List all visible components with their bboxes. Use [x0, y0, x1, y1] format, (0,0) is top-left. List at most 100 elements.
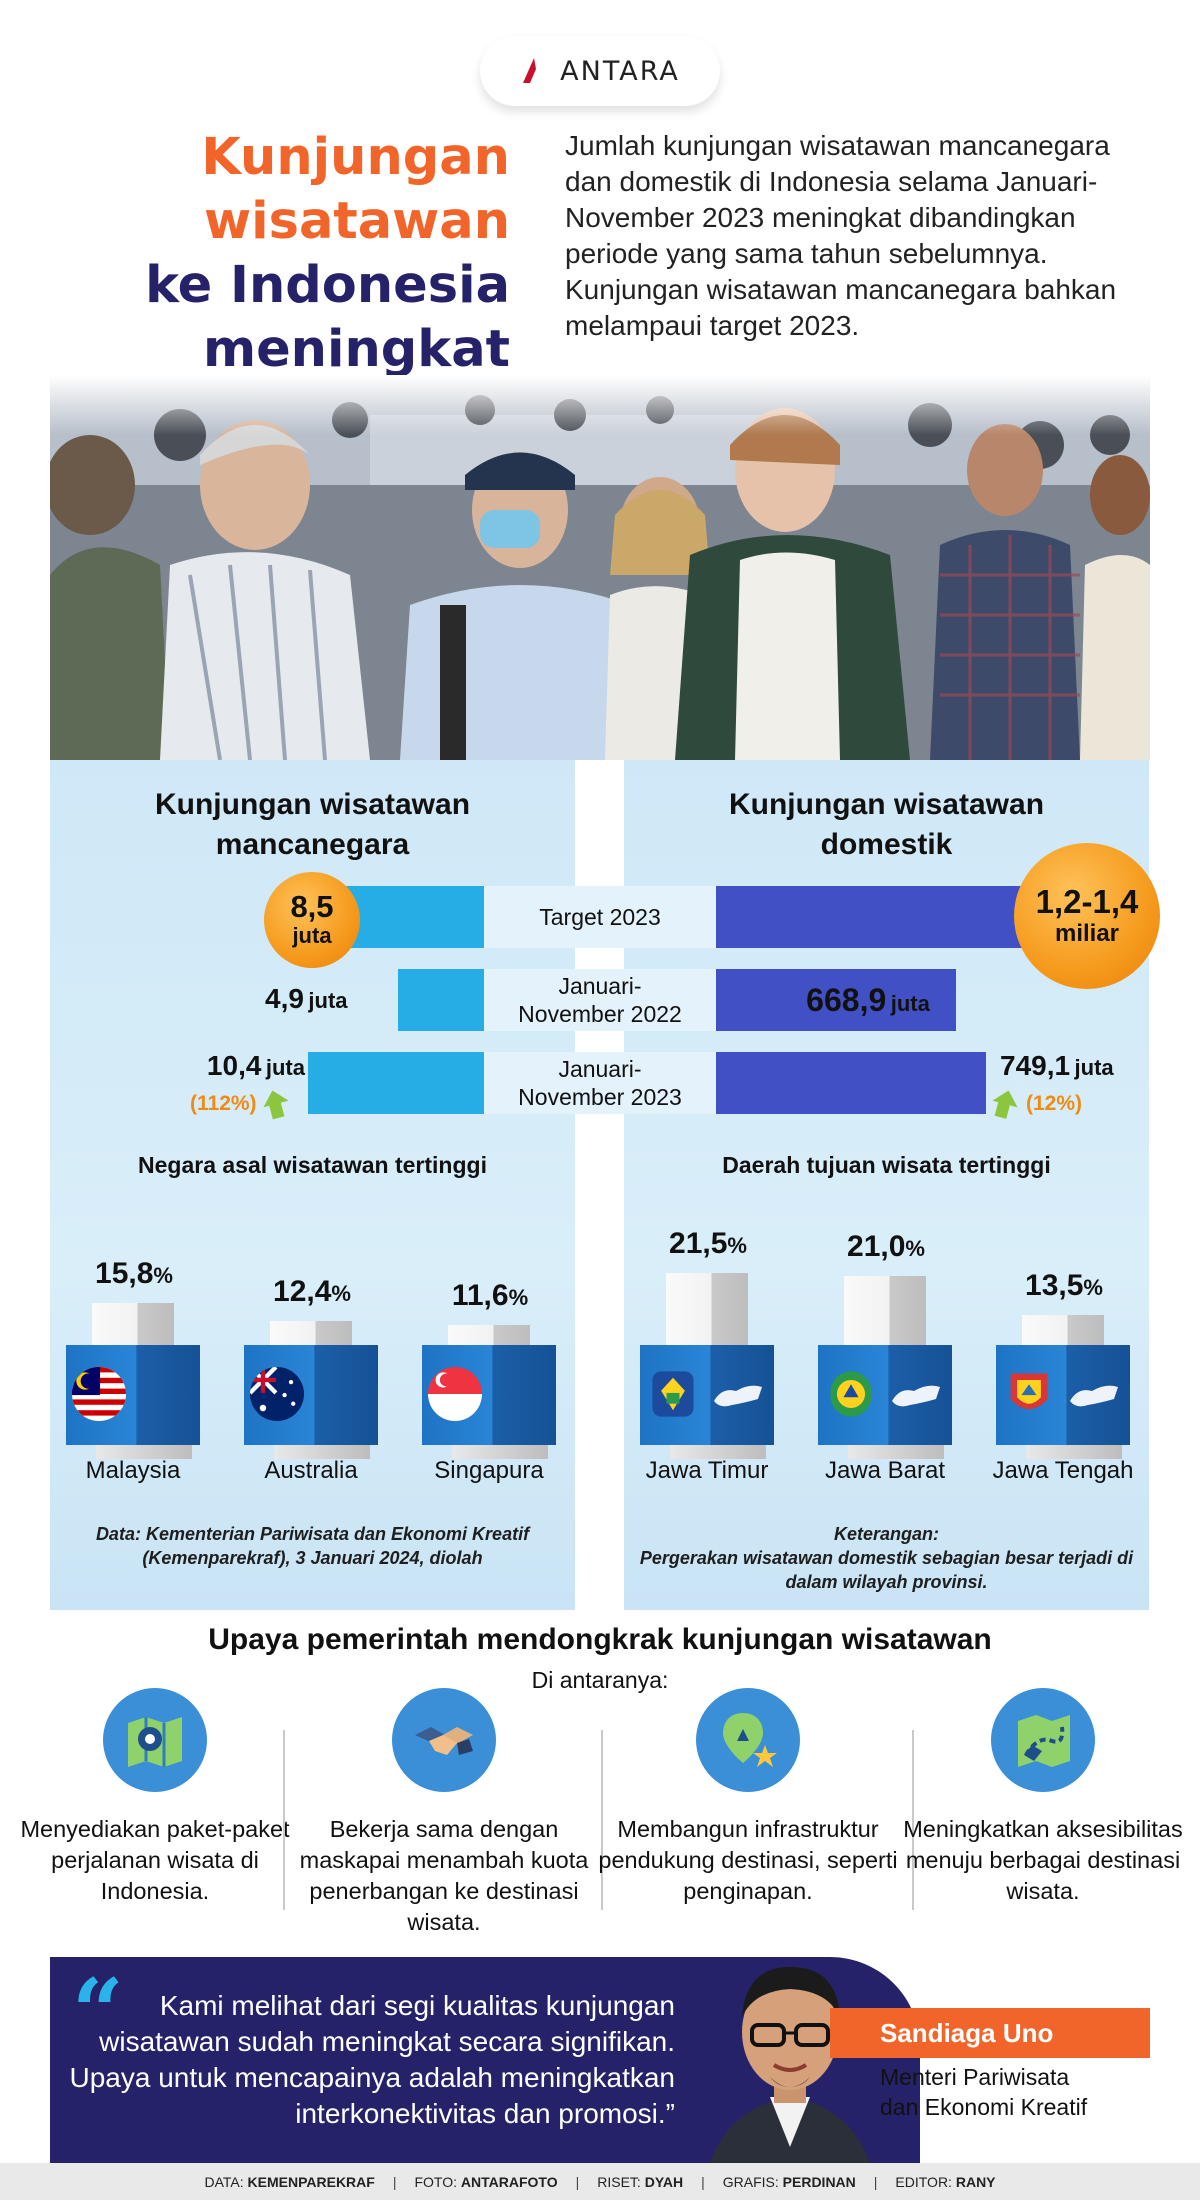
- region-map-icon: [892, 1385, 940, 1407]
- podium-value-unit: %: [331, 1281, 351, 1306]
- tourists-photo: [50, 375, 1150, 760]
- map-pin-icon: [103, 1688, 207, 1792]
- flag-australia-icon: [250, 1367, 304, 1421]
- quote-mark-icon: “: [72, 1959, 124, 2065]
- domestic-target-unit: miliar: [1054, 920, 1120, 947]
- domestic-title-line-1: Kunjungan wisatawan: [728, 788, 1045, 821]
- quote-text: Kami melihat dari segi kualitas kunjunga…: [69, 1990, 675, 2129]
- domestic-note-text: Pergerakan wisatawan domestik sebagian b…: [639, 1548, 1134, 1592]
- upaya-item-airlines: Bekerja sama dengan maskapai menambah ku…: [294, 1688, 594, 1938]
- podium-label: Jawa Barat: [824, 1457, 946, 1484]
- credit-editor-value: RANY: [955, 2173, 996, 2190]
- credit-foto-label: FOTO:: [414, 2173, 458, 2190]
- upaya-item-infrastructure: Membangun infrastruktur pendukung destin…: [598, 1688, 898, 1907]
- podium-value: 15,8%: [54, 1257, 214, 1291]
- foreign-title-line-1: Kunjungan wisatawan: [154, 788, 471, 821]
- row-label-2022-line-2: November 2022: [518, 1001, 682, 1027]
- podium-value-unit: %: [1083, 1275, 1103, 1300]
- foreign-2023-value: 10,4: [206, 1050, 262, 1081]
- region-map-icon: [714, 1385, 762, 1407]
- speaker-portrait: [690, 1947, 890, 2163]
- upaya-text-4: Meningkatkan aksesibilitas menuju berbag…: [903, 1816, 1183, 1904]
- podium-value-unit: %: [905, 1236, 925, 1261]
- row-label-target-text: Target 2023: [539, 904, 661, 930]
- foreign-2022-value-group: 4,9 juta: [265, 983, 395, 1015]
- credit-data-label: DATA:: [204, 2173, 244, 2190]
- podium-value-number: 12,4: [273, 1275, 332, 1308]
- credit-editor: EDITOR: RANY: [895, 2174, 995, 2190]
- speaker-role: Menteri Pariwisata dan Ekonomi Kreatif: [880, 2062, 1150, 2122]
- credit-riset: RISET: DYAH: [597, 2174, 683, 2190]
- domestic-2022-bar: [716, 969, 956, 1031]
- upaya-divider: [283, 1730, 285, 1910]
- podium-label: Jawa Timur: [645, 1457, 769, 1484]
- credit-grafis-value: PERDINAN: [782, 2173, 856, 2190]
- credit-foto: FOTO: ANTARAFOTO: [414, 2174, 557, 2190]
- arrow-up-icon: [992, 1090, 1018, 1119]
- podium-shadow: [274, 1445, 370, 1459]
- domestic-2023-unit: juta: [1074, 1055, 1114, 1080]
- title-line-4: meningkat: [202, 320, 510, 379]
- foreign-2022-unit: juta: [308, 988, 348, 1013]
- emblem-jawa-barat-icon: [830, 1371, 872, 1417]
- domestic-target-value: 1,2-1,4: [1035, 883, 1139, 920]
- source-note: Data: Kementerian Pariwisata dan Ekonomi…: [95, 1524, 530, 1568]
- intro-paragraph: Jumlah kunjungan wisatawan mancanegara d…: [565, 130, 1117, 341]
- podium-value: 11,6%: [410, 1279, 570, 1313]
- foreign-2022-value: 4,9: [265, 983, 304, 1014]
- podium-shadow: [452, 1445, 548, 1459]
- podium-value-number: 21,5: [669, 1227, 728, 1260]
- domestic-title-line-2: domestik: [820, 828, 953, 861]
- credit-grafis: GRAFIS: PERDINAN: [723, 2174, 856, 2190]
- row-label-2023: Januari- November 2023: [484, 1052, 716, 1114]
- domestic-note: Keterangan: Pergerakan wisatawan domesti…: [624, 1522, 1149, 1594]
- domestic-note-title: Keterangan:: [833, 1524, 940, 1544]
- credit-separator: |: [873, 2173, 878, 2190]
- podium-value-unit: %: [727, 1233, 747, 1258]
- credit-editor-label: EDITOR:: [895, 2173, 952, 2190]
- foreign-2023-bar: [308, 1052, 484, 1114]
- foreign-target-value: 8,5: [290, 889, 334, 924]
- upaya-subtitle: Di antaranya:: [531, 1667, 669, 1693]
- foreign-target-badge: 8,5 juta: [264, 872, 360, 968]
- credit-separator: |: [575, 2173, 580, 2190]
- foreign-target-unit: juta: [292, 923, 332, 948]
- credit-separator: |: [701, 2173, 705, 2190]
- arrow-up-icon: [262, 1090, 289, 1120]
- credit-riset-value: DYAH: [644, 2173, 684, 2190]
- foreign-panel-title: Kunjungan wisatawan mancanegara: [50, 785, 575, 865]
- location-star-icon: [696, 1688, 800, 1792]
- podium-shadow: [96, 1445, 192, 1459]
- foreign-2023-unit: juta: [265, 1055, 305, 1080]
- row-label-2022: Januari- November 2022: [484, 969, 716, 1031]
- domestic-2022-unit: juta: [890, 991, 930, 1016]
- podium-value-number: 21,0: [847, 1230, 906, 1263]
- emblem-jawa-timur-icon: [652, 1371, 694, 1417]
- credit-riset-label: RISET:: [597, 2173, 641, 2190]
- speaker-name: Sandiaga Uno: [830, 2008, 1150, 2058]
- upaya-title: Upaya pemerintah mendongkrak kunjungan w…: [208, 1623, 992, 1656]
- podium-value-number: 15,8: [95, 1257, 154, 1290]
- title-line-3: ke Indonesia: [145, 256, 510, 315]
- domestic-2022-value-group: 668,9 juta: [788, 982, 948, 1019]
- foreign-2023-value-group: 10,4 juta: [165, 1050, 305, 1082]
- podium-label: Australia: [264, 1457, 358, 1484]
- credit-grafis-label: GRAFIS:: [722, 2173, 779, 2190]
- domestic-target-badge: 1,2-1,4 miliar: [1014, 843, 1160, 989]
- upaya-divider: [601, 1730, 603, 1910]
- speaker-role-line-1: Menteri Pariwisata: [880, 2064, 1070, 2090]
- foreign-growth-pct: (112%): [190, 1092, 257, 1115]
- title-line-2: wisatawan: [204, 192, 510, 251]
- row-label-2022-line-1: Januari-: [558, 973, 642, 999]
- podium-value: 13,5%: [984, 1269, 1144, 1303]
- domestic-growth-pct: (12%): [1026, 1092, 1083, 1115]
- row-label-target: Target 2023: [484, 886, 716, 948]
- domestic-growth-group: (12%): [990, 1088, 1110, 1120]
- upaya-text-3: Membangun infrastruktur pendukung destin…: [598, 1816, 898, 1904]
- podium-value: 21,5%: [628, 1227, 788, 1261]
- origin-title: Negara asal wisatawan tertinggi: [138, 1152, 487, 1178]
- domestic-2023-value-group: 749,1 juta: [1000, 1050, 1150, 1082]
- speaker-role-line-2: dan Ekonomi Kreatif: [880, 2094, 1088, 2120]
- map-route-icon: [991, 1688, 1095, 1792]
